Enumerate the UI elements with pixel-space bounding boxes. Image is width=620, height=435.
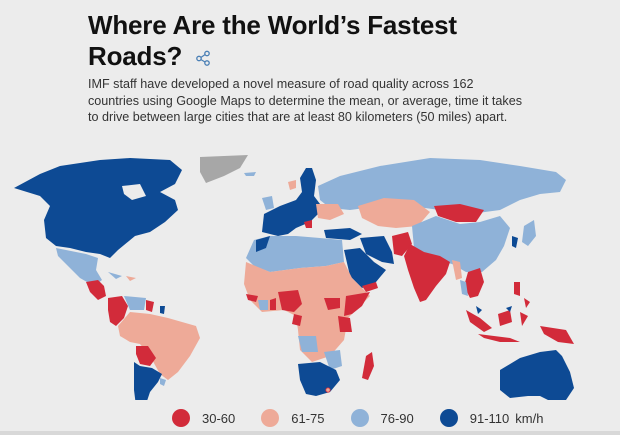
- region-greenland: [200, 155, 248, 183]
- legend-dot-icon: [261, 409, 280, 427]
- page-title: Where Are the World’s Fastest Roads?: [88, 10, 528, 72]
- region-indonesia: [466, 310, 492, 332]
- region-europe: [262, 168, 320, 236]
- region-mongolia: [434, 204, 484, 222]
- region-saudi-arabia: [344, 248, 386, 288]
- legend-label: 91-110: [469, 410, 510, 426]
- legend-item-30-60: 30-60: [172, 409, 235, 427]
- region-iran: [360, 236, 394, 264]
- legend: 30-60 61-75 76-90 91-110 km/h: [172, 407, 569, 429]
- region-southeast-asia: [464, 268, 484, 298]
- region-southern-africa: [298, 362, 340, 396]
- legend-item-61-75: 61-75: [261, 409, 325, 427]
- legend-dot-icon: [439, 409, 458, 427]
- region-australia: [500, 350, 574, 400]
- legend-label: 30-60: [202, 410, 236, 426]
- legend-unit: km/h: [515, 410, 544, 426]
- title-text: Where Are the World’s Fastest Roads?: [88, 10, 457, 71]
- region-turkey: [324, 228, 362, 240]
- region-argentina-chile: [134, 362, 162, 400]
- region-mexico: [56, 248, 102, 286]
- legend-item-76-90: 76-90: [350, 409, 414, 427]
- legend-dot-icon: [172, 409, 190, 427]
- region-bolivia: [136, 346, 156, 366]
- region-brazil: [118, 312, 200, 380]
- region-central-africa: [244, 262, 370, 362]
- legend-label: 61-75: [291, 410, 325, 426]
- description: IMF staff have developed a novel measure…: [88, 77, 523, 125]
- region-north-africa: [246, 236, 344, 272]
- share-icon[interactable]: [195, 50, 211, 66]
- world-map: [14, 155, 574, 400]
- region-kazakhstan: [358, 198, 430, 228]
- region-madagascar: [362, 352, 374, 380]
- region-colombia: [108, 296, 128, 326]
- region-india: [404, 244, 450, 302]
- legend-dot-icon: [350, 409, 369, 427]
- legend-item-91-110: 91-110 km/h: [439, 409, 544, 427]
- bottom-divider: [0, 431, 620, 435]
- region-central-america: [86, 280, 106, 300]
- region-north-america: [14, 158, 182, 258]
- legend-label: 76-90: [380, 410, 414, 426]
